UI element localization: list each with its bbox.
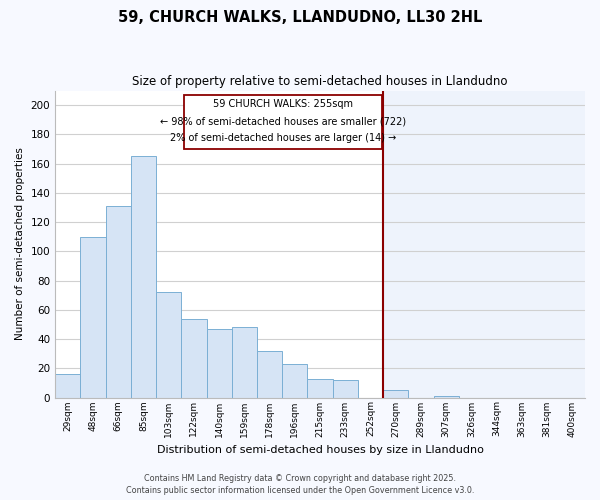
Bar <box>181 318 206 398</box>
Y-axis label: Number of semi-detached properties: Number of semi-detached properties <box>15 148 25 340</box>
Bar <box>80 236 106 398</box>
Title: Size of property relative to semi-detached houses in Llandudno: Size of property relative to semi-detach… <box>133 75 508 88</box>
Bar <box>383 90 585 398</box>
Bar <box>257 350 282 398</box>
Bar <box>131 156 156 398</box>
X-axis label: Distribution of semi-detached houses by size in Llandudno: Distribution of semi-detached houses by … <box>157 445 484 455</box>
Bar <box>156 292 181 398</box>
Bar <box>332 380 358 398</box>
Text: ← 98% of semi-detached houses are smaller (722): ← 98% of semi-detached houses are smalle… <box>160 116 406 126</box>
Text: 2% of semi-detached houses are larger (14) →: 2% of semi-detached houses are larger (1… <box>170 133 396 143</box>
Bar <box>106 206 131 398</box>
Bar <box>232 328 257 398</box>
FancyBboxPatch shape <box>184 95 382 149</box>
Text: 59, CHURCH WALKS, LLANDUDNO, LL30 2HL: 59, CHURCH WALKS, LLANDUDNO, LL30 2HL <box>118 10 482 25</box>
Bar <box>282 364 307 398</box>
Bar <box>206 329 232 398</box>
Bar <box>55 374 80 398</box>
Bar <box>307 378 332 398</box>
Text: 59 CHURCH WALKS: 255sqm: 59 CHURCH WALKS: 255sqm <box>213 100 353 110</box>
Bar <box>434 396 459 398</box>
Text: Contains HM Land Registry data © Crown copyright and database right 2025.
Contai: Contains HM Land Registry data © Crown c… <box>126 474 474 495</box>
Bar <box>383 390 409 398</box>
